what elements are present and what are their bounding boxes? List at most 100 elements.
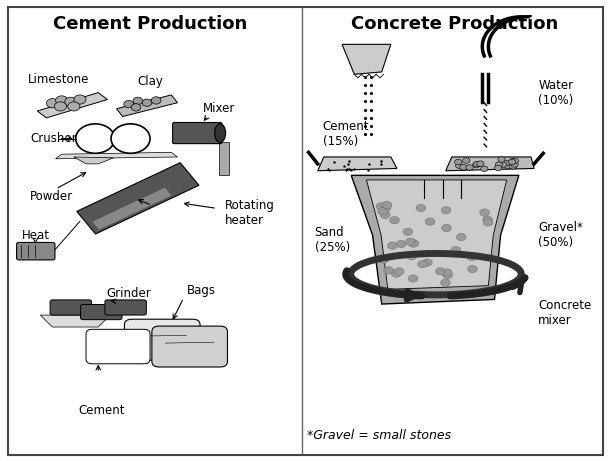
- Circle shape: [422, 259, 432, 266]
- Text: Bags: Bags: [188, 284, 216, 297]
- FancyBboxPatch shape: [86, 329, 150, 364]
- Circle shape: [485, 165, 492, 170]
- Circle shape: [403, 228, 412, 236]
- FancyBboxPatch shape: [81, 305, 122, 319]
- Circle shape: [520, 162, 527, 167]
- Circle shape: [384, 266, 393, 274]
- Circle shape: [68, 102, 80, 111]
- Circle shape: [442, 225, 452, 232]
- Circle shape: [381, 204, 391, 212]
- Text: Crusher: Crusher: [30, 132, 76, 145]
- Circle shape: [416, 204, 426, 212]
- FancyBboxPatch shape: [50, 300, 92, 315]
- Circle shape: [133, 97, 143, 105]
- Text: Concrete
mixer: Concrete mixer: [538, 299, 591, 327]
- Circle shape: [467, 254, 477, 261]
- FancyBboxPatch shape: [152, 326, 227, 367]
- Circle shape: [392, 270, 401, 278]
- Circle shape: [441, 207, 451, 214]
- Polygon shape: [367, 180, 507, 290]
- Circle shape: [457, 159, 464, 164]
- Circle shape: [111, 124, 150, 154]
- Circle shape: [456, 233, 466, 241]
- Circle shape: [417, 260, 427, 268]
- Circle shape: [503, 162, 511, 167]
- Circle shape: [443, 272, 453, 279]
- Text: Grinder: Grinder: [106, 287, 151, 301]
- Circle shape: [131, 104, 141, 111]
- Circle shape: [474, 164, 481, 169]
- FancyBboxPatch shape: [105, 300, 147, 315]
- Circle shape: [152, 97, 161, 104]
- Circle shape: [379, 256, 389, 263]
- Circle shape: [441, 279, 450, 286]
- Circle shape: [387, 242, 397, 249]
- Circle shape: [46, 99, 59, 108]
- Text: Gravel*
(50%): Gravel* (50%): [538, 221, 584, 249]
- Circle shape: [376, 203, 386, 210]
- Circle shape: [451, 247, 461, 254]
- Circle shape: [483, 165, 490, 171]
- Circle shape: [459, 157, 466, 162]
- Circle shape: [74, 95, 86, 104]
- Text: Cement: Cement: [78, 404, 125, 417]
- Text: Cement Production: Cement Production: [53, 15, 247, 33]
- Circle shape: [467, 266, 477, 273]
- Circle shape: [470, 162, 477, 167]
- Circle shape: [483, 216, 492, 224]
- Circle shape: [442, 269, 452, 276]
- Polygon shape: [351, 175, 519, 304]
- Circle shape: [486, 161, 493, 167]
- Text: Heat: Heat: [22, 229, 50, 242]
- Text: Cement
(15%): Cement (15%): [323, 120, 369, 148]
- Circle shape: [485, 159, 492, 165]
- Circle shape: [466, 162, 473, 167]
- Circle shape: [409, 240, 419, 247]
- Circle shape: [124, 100, 134, 108]
- Circle shape: [407, 253, 417, 260]
- Text: Rotating
heater: Rotating heater: [225, 199, 275, 227]
- Circle shape: [380, 211, 390, 219]
- Circle shape: [436, 267, 445, 275]
- Text: Limestone: Limestone: [28, 73, 89, 86]
- FancyBboxPatch shape: [125, 319, 200, 360]
- Circle shape: [54, 102, 67, 111]
- Polygon shape: [56, 153, 177, 159]
- Circle shape: [397, 240, 406, 248]
- Circle shape: [76, 124, 115, 154]
- Circle shape: [378, 207, 387, 215]
- Text: Concrete Production: Concrete Production: [351, 15, 558, 33]
- Circle shape: [425, 218, 435, 225]
- Circle shape: [514, 160, 521, 165]
- FancyBboxPatch shape: [8, 7, 603, 455]
- Polygon shape: [40, 315, 111, 327]
- FancyBboxPatch shape: [172, 123, 222, 144]
- Polygon shape: [445, 157, 534, 171]
- Bar: [92, 188, 172, 230]
- Circle shape: [408, 275, 418, 282]
- Polygon shape: [219, 142, 229, 175]
- Polygon shape: [37, 93, 108, 118]
- Text: Water
(10%): Water (10%): [538, 79, 574, 106]
- Circle shape: [390, 217, 400, 224]
- Circle shape: [56, 96, 68, 105]
- Circle shape: [476, 161, 483, 167]
- Text: *Gravel = small stones: *Gravel = small stones: [307, 429, 451, 442]
- Circle shape: [480, 163, 488, 169]
- Circle shape: [406, 238, 415, 245]
- Text: Mixer: Mixer: [203, 102, 235, 115]
- FancyBboxPatch shape: [16, 242, 55, 260]
- Ellipse shape: [214, 124, 225, 142]
- Polygon shape: [74, 157, 114, 164]
- Circle shape: [484, 161, 491, 166]
- Text: Clay: Clay: [137, 75, 163, 88]
- Circle shape: [382, 201, 392, 209]
- Circle shape: [474, 163, 481, 169]
- Circle shape: [142, 99, 152, 106]
- Circle shape: [394, 268, 404, 275]
- Text: Sand
(25%): Sand (25%): [315, 226, 350, 254]
- Polygon shape: [342, 44, 391, 74]
- Circle shape: [65, 97, 77, 106]
- Circle shape: [476, 160, 483, 166]
- Circle shape: [455, 160, 462, 166]
